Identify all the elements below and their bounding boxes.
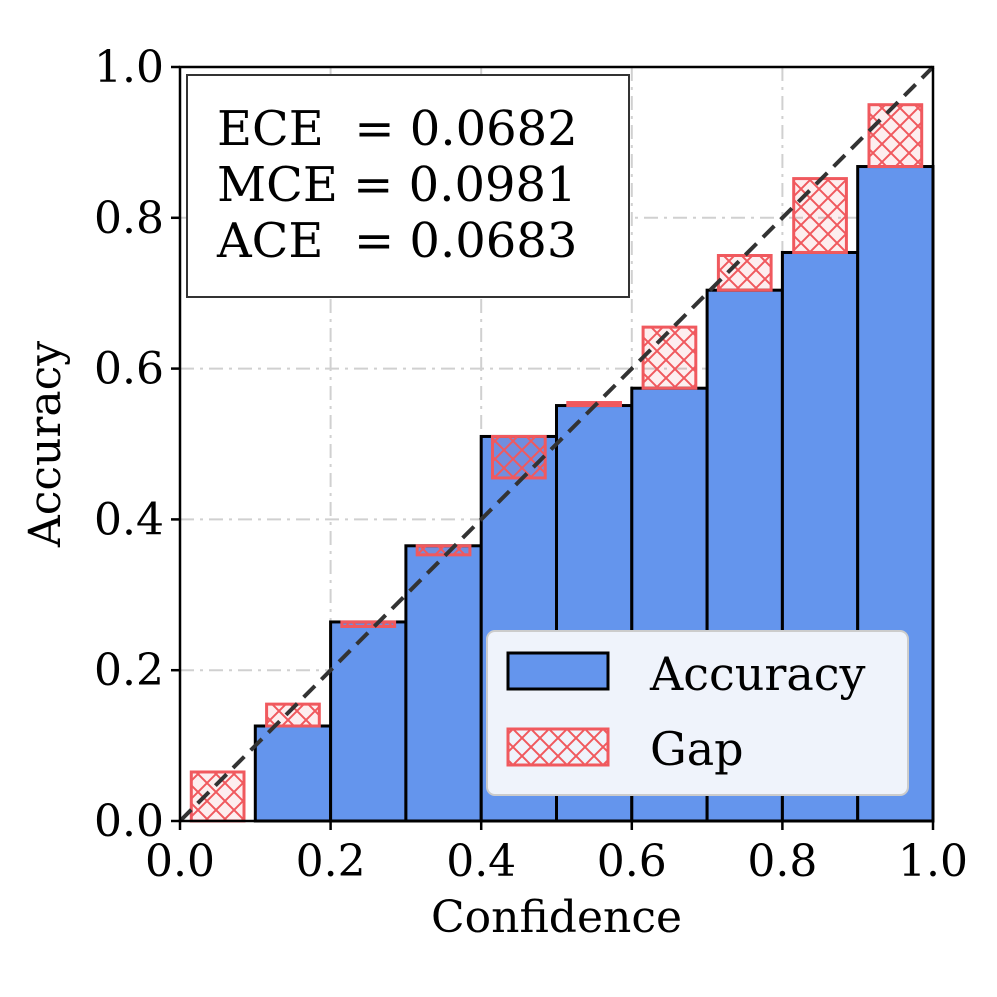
y-tick-label: 0.0: [94, 796, 164, 847]
axis-ticks: 0.0 0.2 0.4 0.6 0.8 1.0 0.0 0.2 0.4 0.6 0.8 1.0: [94, 42, 968, 887]
gap-bar-9: [792, 177, 848, 254]
y-tick-label: 0.6: [94, 344, 164, 395]
metric-ece: ECE = 0.0682: [217, 101, 578, 157]
x-tick-label: 0.0: [145, 836, 215, 887]
x-tick-label: 0.2: [296, 836, 366, 887]
x-tick-label: 0.4: [446, 836, 516, 887]
axes-frame: [178, 65, 935, 823]
y-tick-label: 0.2: [94, 645, 164, 696]
gap-bar-10: [867, 103, 924, 169]
accuracy-bar-3: [329, 620, 408, 823]
x-tick-label: 1.0: [898, 836, 968, 887]
x-tick-label: 0.6: [597, 836, 667, 887]
legend: Accuracy Gap: [486, 630, 909, 796]
gap-bar-7: [641, 325, 698, 390]
gap-bar-5: [490, 434, 547, 480]
perfect-calibration-line: [178, 65, 935, 823]
accuracy-bar-4: [404, 544, 483, 823]
gap-bar-2: [265, 702, 321, 728]
legend-swatch-accuracy: [506, 651, 610, 691]
metric-mce: MCE = 0.0981: [217, 157, 577, 213]
accuracy-bar-2: [253, 724, 333, 823]
legend-swatch-gap: [506, 727, 610, 767]
y-axis-label: Accuracy: [20, 341, 71, 548]
y-tick-label: 0.8: [94, 193, 164, 244]
legend-label-gap: Gap: [650, 722, 744, 776]
metric-ace: ACE = 0.0683: [216, 213, 577, 269]
y-tick-label: 0.4: [94, 494, 164, 545]
metrics-box: ECE = 0.0682 MCE = 0.0981 ACE = 0.0683: [186, 74, 630, 298]
gap-bar-1: [189, 770, 246, 823]
x-tick-label: 0.8: [747, 836, 817, 887]
gap-bar-4: [415, 544, 472, 557]
gap-bars: [189, 103, 924, 823]
gap-bar-8: [716, 254, 773, 292]
metrics-box-frame: [186, 74, 630, 298]
gap-bar-3: [340, 620, 397, 628]
legend-label-accuracy: Accuracy: [649, 647, 866, 701]
x-axis-label: Confidence: [431, 892, 682, 943]
y-tick-label: 1.0: [94, 42, 164, 93]
